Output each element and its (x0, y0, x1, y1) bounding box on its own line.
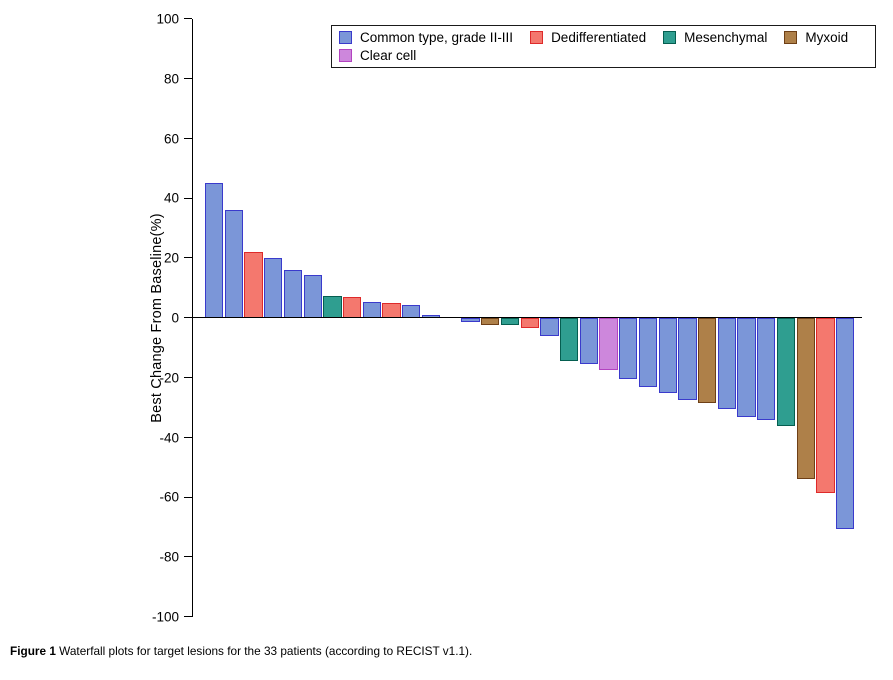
legend-item-myxoid: Myxoid (784, 30, 848, 45)
bar-common-type-grade-ii-iii (303, 274, 322, 318)
y-tick-label: 40 (163, 190, 179, 206)
bar-mesenchymal (776, 318, 796, 426)
legend-swatch-mesenchymal (663, 30, 677, 44)
figure-caption-label: Figure 1 (10, 644, 56, 658)
y-tick-label: -80 (159, 549, 179, 565)
y-tick (184, 436, 192, 438)
legend-item-mesenchymal: Mesenchymal (663, 30, 767, 45)
bar-common-type-grade-ii-iii (205, 183, 224, 318)
y-tick-label: 0 (171, 310, 179, 326)
legend: Common type, grade II-III Dedifferentiate… (331, 25, 876, 68)
bar-mesenchymal (559, 318, 579, 362)
y-tick (184, 197, 192, 199)
figure-caption: Figure 1 Waterfall plots for target lesi… (10, 644, 472, 659)
bar-common-type-grade-ii-iii (579, 318, 598, 365)
y-tick-label: -40 (159, 430, 179, 446)
y-tick-label: 80 (163, 71, 179, 87)
bar-myxoid (796, 318, 815, 480)
legend-item-clear-cell: Clear cell (339, 48, 416, 63)
legend-label: Clear cell (360, 47, 417, 63)
legend-label: Myxoid (805, 29, 849, 45)
y-tick (184, 616, 192, 618)
y-tick (184, 496, 192, 498)
legend-row: Common type, grade II-III Dedifferentiate… (339, 28, 868, 46)
bar-common-type-grade-ii-iii (717, 318, 737, 410)
y-tick-label: -20 (159, 370, 179, 386)
legend-item-dedifferentiated: Dedifferentiated (530, 30, 646, 45)
bar-common-type-grade-ii-iii (224, 210, 244, 318)
y-tick-label: 60 (163, 131, 179, 147)
y-tick (184, 78, 192, 79)
y-tick-label: 100 (156, 11, 179, 27)
bar-common-type-grade-ii-iii (264, 258, 283, 318)
bar-mesenchymal (500, 318, 520, 326)
zero-baseline (192, 316, 862, 318)
y-axis-line (192, 19, 193, 617)
bar-dedifferentiated (520, 318, 539, 329)
bar-common-type-grade-ii-iii (678, 318, 697, 401)
bar-myxoid (698, 318, 717, 404)
legend-swatch-myxoid (784, 30, 798, 44)
legend-swatch-common-type-grade-ii-iii (339, 30, 352, 44)
bar-dedifferentiated (343, 297, 362, 318)
bar-common-type-grade-ii-iii (362, 301, 382, 318)
bar-common-type-grade-ii-iii (737, 318, 756, 417)
legend-label: Common type, grade II-III (360, 29, 514, 45)
legend-item-common-type-grade-ii-iii: Common type, grade II-III (339, 30, 513, 45)
legend-swatch-dedifferentiated (530, 30, 544, 44)
bar-common-type-grade-ii-iii (757, 318, 776, 420)
y-tick (184, 257, 192, 259)
figure-caption-text: Waterfall plots for target lesions for t… (59, 644, 473, 658)
bar-common-type-grade-ii-iii (461, 318, 480, 323)
legend-row: Clear cell (339, 46, 868, 64)
y-tick-label: -60 (159, 489, 179, 505)
y-tick-label: 20 (163, 250, 179, 266)
bar-clear-cell (599, 318, 618, 371)
y-tick (184, 137, 192, 139)
bar-mesenchymal (323, 295, 342, 318)
y-tick (184, 18, 192, 20)
bar-common-type-grade-ii-iii (540, 318, 559, 336)
bar-common-type-grade-ii-iii (658, 318, 677, 393)
legend-label: Dedifferentiated (551, 29, 647, 45)
y-tick (184, 377, 192, 378)
bar-common-type-grade-ii-iii (283, 270, 303, 318)
y-tick (184, 556, 192, 558)
legend-swatch-clear-cell (339, 48, 352, 62)
bar-dedifferentiated (244, 252, 263, 318)
y-tick (184, 317, 192, 319)
bar-myxoid (481, 318, 500, 326)
bar-common-type-grade-ii-iii (619, 318, 638, 380)
y-tick-label: -100 (151, 609, 179, 625)
legend-label: Mesenchymal (684, 29, 768, 45)
bar-common-type-grade-ii-iii (638, 318, 658, 387)
bar-dedifferentiated (816, 318, 835, 493)
bar-common-type-grade-ii-iii (836, 318, 855, 529)
